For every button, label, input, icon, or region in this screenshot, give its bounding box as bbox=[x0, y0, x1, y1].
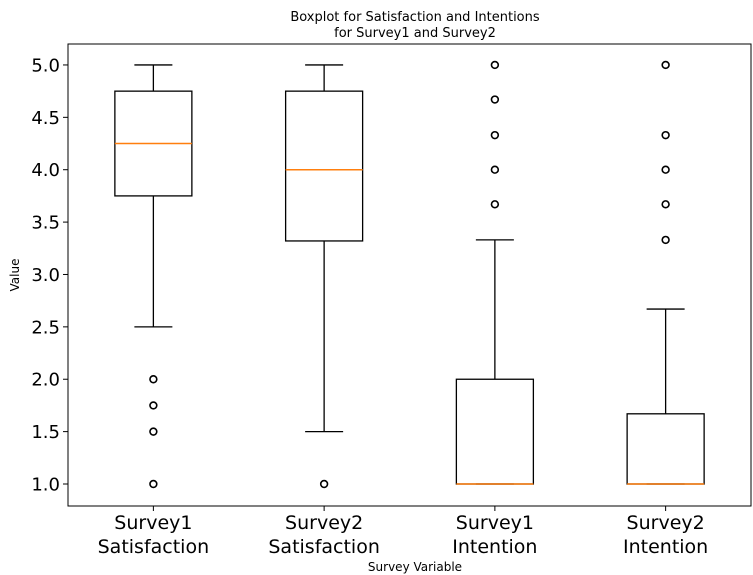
y-tick-label: 5.0 bbox=[31, 55, 60, 76]
y-tick-label: 3.5 bbox=[31, 213, 60, 234]
outlier-point bbox=[661, 60, 670, 70]
outlier-point bbox=[149, 479, 158, 489]
iqr-box bbox=[626, 413, 705, 485]
iqr-box bbox=[284, 90, 364, 242]
outlier-point bbox=[149, 375, 158, 384]
plot-frame bbox=[67, 43, 752, 507]
y-tick-label: 2.0 bbox=[31, 370, 60, 391]
outlier-point bbox=[661, 165, 670, 174]
outlier-point bbox=[490, 165, 500, 174]
outlier-point bbox=[490, 60, 500, 70]
x-tick-label: Survey2 bbox=[627, 512, 705, 534]
iqr-box bbox=[455, 378, 535, 485]
outlier-point bbox=[661, 235, 670, 245]
y-tick-label: 4.0 bbox=[31, 160, 60, 181]
y-tick-label: 1.5 bbox=[31, 422, 60, 443]
plot-area bbox=[114, 60, 705, 489]
x-tick-label: Survey1 bbox=[114, 512, 192, 534]
chart-title-line-2: for Survey1 and Survey2 bbox=[334, 26, 496, 41]
x-tick-label: Satisfaction bbox=[268, 536, 380, 558]
outlier-point bbox=[149, 401, 158, 410]
outlier-point bbox=[319, 479, 329, 489]
chart-title-line-1: Boxplot for Satisfaction and Intentions bbox=[290, 10, 540, 25]
outlier-point bbox=[490, 130, 500, 140]
outlier-point bbox=[661, 200, 670, 209]
y-tick-label: 1.0 bbox=[31, 475, 60, 496]
outlier-point bbox=[661, 130, 670, 140]
y-tick-label: 3.0 bbox=[31, 265, 60, 286]
x-tick-label: Survey1 bbox=[456, 512, 534, 534]
x-tick-label: Survey2 bbox=[285, 512, 363, 534]
x-tick-label: Intention bbox=[623, 536, 708, 558]
outlier-point bbox=[490, 95, 500, 104]
outlier-point bbox=[490, 200, 500, 209]
y-tick-label: 2.5 bbox=[31, 317, 60, 338]
outlier-point bbox=[149, 427, 158, 436]
x-tick-label: Satisfaction bbox=[98, 536, 210, 558]
x-tick-label: Intention bbox=[452, 536, 537, 558]
y-axis-label: Value bbox=[8, 259, 22, 292]
x-axis-label: Survey Variable bbox=[368, 560, 462, 574]
y-tick-label: 4.5 bbox=[31, 108, 60, 129]
